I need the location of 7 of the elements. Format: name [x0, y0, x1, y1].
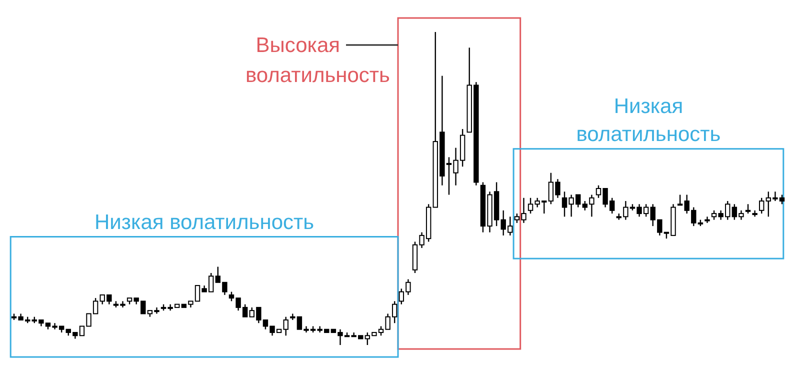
candlestick: [283, 316, 288, 336]
annotation: Низкая волатильность: [94, 210, 314, 234]
candlestick: [704, 216, 710, 224]
annotation: Низкая волатильность: [576, 94, 721, 146]
annotation: Высокая волатильность: [246, 34, 390, 87]
candlestick: [745, 204, 751, 214]
candlestick: [759, 197, 764, 214]
